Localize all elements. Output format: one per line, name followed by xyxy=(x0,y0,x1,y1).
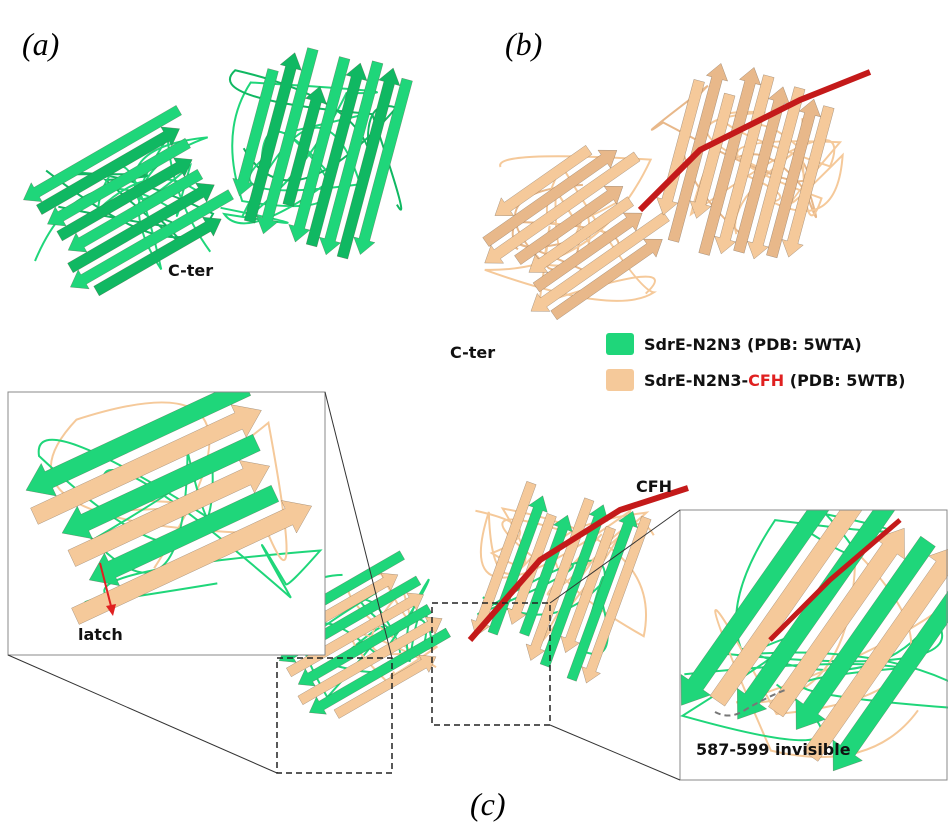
strand xyxy=(256,47,319,235)
legend-part: (PDB: 5WTB) xyxy=(784,371,905,390)
strand xyxy=(514,185,624,265)
strand xyxy=(560,525,616,654)
strand xyxy=(832,590,948,772)
strand xyxy=(67,182,215,274)
cfh-strand xyxy=(637,69,872,213)
strand xyxy=(47,137,191,227)
inset-right-content xyxy=(680,510,948,780)
inset-right xyxy=(679,509,948,781)
strand xyxy=(528,196,635,273)
strand xyxy=(67,168,204,253)
inset-frames xyxy=(7,391,948,781)
strand xyxy=(319,60,384,256)
strand xyxy=(698,66,762,256)
c-ter-label: C-ter xyxy=(450,343,495,362)
legend-swatch xyxy=(606,333,634,355)
strand xyxy=(297,616,443,706)
strand xyxy=(766,98,821,259)
legend-swatch xyxy=(606,369,634,391)
latch-label: latch xyxy=(78,625,123,644)
cfh-strand xyxy=(467,485,689,642)
strand xyxy=(22,104,182,203)
strand xyxy=(308,627,452,715)
strand xyxy=(336,67,401,260)
strand xyxy=(482,149,618,247)
missing-loop xyxy=(714,689,786,717)
strand xyxy=(550,238,663,321)
structures xyxy=(8,47,948,780)
strand xyxy=(566,510,638,682)
strand xyxy=(67,460,271,567)
inset-left-content xyxy=(8,392,325,655)
strand xyxy=(795,535,936,731)
strand xyxy=(802,548,948,762)
strand xyxy=(736,510,896,720)
strand xyxy=(333,654,437,719)
strand xyxy=(282,85,328,207)
strand xyxy=(680,510,830,706)
strand xyxy=(746,86,806,260)
strand xyxy=(285,592,425,678)
strand xyxy=(30,404,262,525)
strand xyxy=(767,527,905,718)
strand xyxy=(689,92,736,219)
latch-arrow xyxy=(99,562,113,611)
strand xyxy=(88,484,280,587)
strand xyxy=(530,211,670,312)
strand xyxy=(709,510,863,707)
connector xyxy=(549,724,681,781)
strand xyxy=(69,189,235,290)
strand xyxy=(288,56,351,243)
strand xyxy=(56,157,193,242)
panel-label: (c) xyxy=(470,786,506,822)
cfh-strand xyxy=(768,518,902,642)
strand xyxy=(353,77,413,256)
strand xyxy=(733,86,791,254)
connector xyxy=(7,654,278,774)
legend-text: SdrE-N2N3 (PDB: 5WTA) xyxy=(644,335,862,354)
zoom-box xyxy=(276,657,393,774)
strand xyxy=(494,144,593,217)
strand xyxy=(305,62,368,248)
connector xyxy=(549,509,681,604)
strand xyxy=(61,433,261,540)
c-ter-label: C-ter xyxy=(168,261,213,280)
strand xyxy=(93,216,222,297)
panel-label: (b) xyxy=(505,26,542,62)
strand xyxy=(484,151,641,264)
legend-part: CFH xyxy=(748,371,784,390)
cfh-label: CFH xyxy=(636,477,672,496)
strand xyxy=(532,212,643,293)
strand xyxy=(36,126,181,215)
legend-part: SdrE-N2N3- xyxy=(644,371,748,390)
inset-left xyxy=(7,391,326,656)
strand xyxy=(232,68,279,197)
latch-arrow-head xyxy=(106,604,116,616)
strand xyxy=(781,105,835,258)
strand xyxy=(581,515,652,684)
strand xyxy=(297,603,433,687)
legend-text: SdrE-N2N3-CFH (PDB: 5WTB) xyxy=(644,371,905,390)
invisible-label: 587-599 invisible xyxy=(696,740,851,759)
strand xyxy=(25,392,252,497)
strand xyxy=(243,52,302,224)
connector xyxy=(324,391,393,659)
panel-label: (a) xyxy=(22,26,59,62)
